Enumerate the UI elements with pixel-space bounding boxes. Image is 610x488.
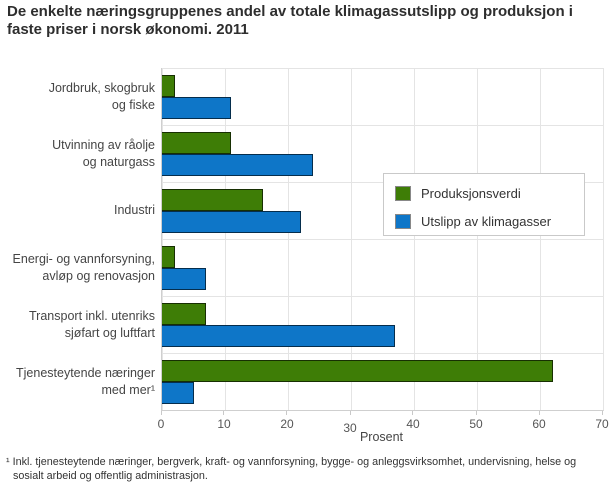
utslipp-swatch-icon — [395, 214, 411, 229]
x-axis-tick — [160, 411, 162, 415]
category-label: Utvinning av råolje og naturgass — [52, 138, 155, 169]
category-band — [162, 296, 603, 353]
x-axis-tick — [349, 411, 351, 415]
bar-utslipp-av-klimagasser[interactable] — [162, 325, 396, 347]
bar-produksjonsverdi[interactable] — [162, 360, 553, 382]
bar-utslipp-av-klimagasser[interactable] — [162, 97, 232, 119]
x-axis-tick-label: 30 — [343, 421, 357, 435]
bar-produksjonsverdi[interactable] — [162, 189, 263, 211]
bar-produksjonsverdi[interactable] — [162, 246, 175, 268]
bar-produksjonsverdi[interactable] — [162, 75, 175, 97]
category-band — [162, 353, 603, 410]
category-band — [162, 239, 603, 296]
x-axis-tick-label: 20 — [280, 417, 294, 431]
x-axis-tick — [412, 411, 414, 415]
x-axis-tick — [601, 411, 603, 415]
x-axis-tick-label: 60 — [532, 417, 546, 431]
category-band — [162, 68, 603, 125]
bar-produksjonsverdi[interactable] — [162, 132, 232, 154]
chart-title: De enkelte næringsgruppenes andel av tot… — [7, 3, 573, 39]
legend-label-utslipp: Utslipp av klimagasser — [421, 214, 552, 229]
bar-produksjonsverdi[interactable] — [162, 303, 207, 325]
x-axis-tick-label: 0 — [157, 417, 165, 431]
produksjonsverdi-swatch-icon — [395, 186, 411, 201]
bar-utslipp-av-klimagasser[interactable] — [162, 268, 207, 290]
bar-utslipp-av-klimagasser[interactable] — [162, 382, 194, 404]
legend-item-utslipp[interactable]: Utslipp av klimagasser — [395, 209, 584, 234]
bars-region — [162, 68, 603, 410]
x-axis-tick-label: 70 — [595, 417, 609, 431]
legend-item-produksjonsverdi[interactable]: Produksjonsverdi — [395, 181, 584, 206]
x-axis-tick-label: 40 — [406, 417, 420, 431]
x-axis-tick — [286, 411, 288, 415]
x-axis-tick — [538, 411, 540, 415]
category-label: Jordbruk, skogbruk og fiske — [48, 81, 155, 112]
bar-utslipp-av-klimagasser[interactable] — [162, 154, 314, 176]
x-axis: 0 10 20 30 40 50 60 70 — [157, 411, 609, 445]
footnote: ¹ Inkl. tjenesteytende næringer, bergver… — [6, 456, 577, 483]
plot-area: Produksjonsverdi Utslipp av klimagasser — [161, 68, 604, 411]
category-label: Industri — [114, 203, 155, 218]
x-axis-tick-label: 10 — [217, 417, 231, 431]
category-label: Tjenesteytende næringer med mer¹ — [16, 366, 155, 397]
category-band — [162, 182, 603, 239]
category-label: Transport inkl. utenriks sjøfart og luft… — [29, 309, 155, 340]
category-axis-labels: Jordbruk, skogbruk og fiske Utvinning av … — [0, 68, 155, 410]
x-axis-tick — [223, 411, 225, 415]
x-axis-title: Prosent — [359, 430, 404, 444]
bar-utslipp-av-klimagasser[interactable] — [162, 211, 301, 233]
category-band — [162, 125, 603, 182]
x-axis-tick-label: 50 — [469, 417, 483, 431]
category-label: Energi- og vannforsyning, avløp og renov… — [12, 252, 155, 283]
legend-label-produksjonsverdi: Produksjonsverdi — [421, 186, 521, 201]
legend: Produksjonsverdi Utslipp av klimagasser — [383, 173, 585, 236]
x-axis-tick — [475, 411, 477, 415]
